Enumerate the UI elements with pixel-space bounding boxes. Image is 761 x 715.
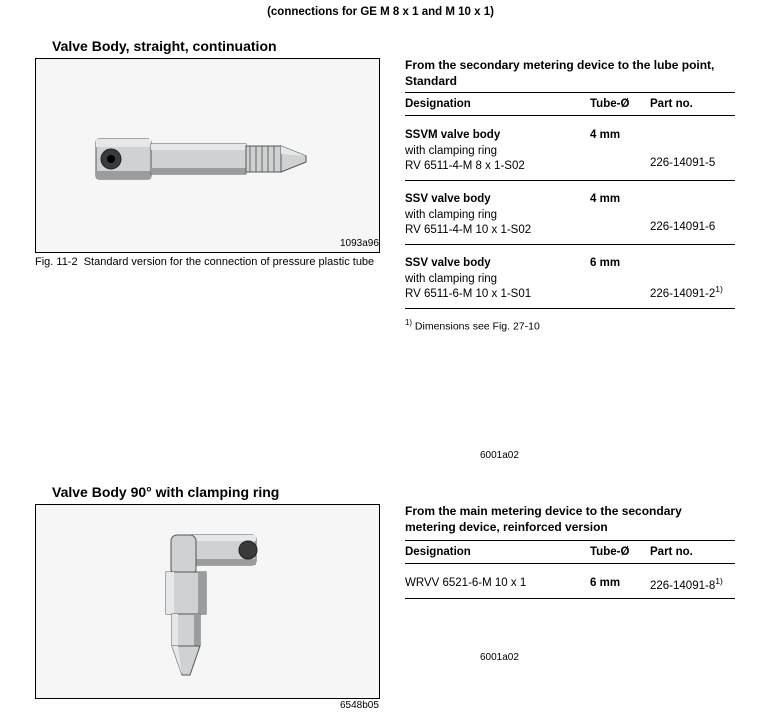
table1-footnote: 1) Dimensions see Fig. 27-10 xyxy=(405,318,540,333)
figure-2-code: 6548b05 xyxy=(340,700,379,711)
table1-row2-part: 226-14091-6 xyxy=(650,220,715,236)
table2-col3: Part no. xyxy=(650,540,735,564)
table1-div1 xyxy=(405,180,735,181)
table2-heading: From the main metering device to the sec… xyxy=(405,504,735,535)
table1-row1-designation: SSVM valve body with clamping ring RV 65… xyxy=(405,128,590,175)
table2-div1 xyxy=(405,598,735,599)
table1-row1-part: 226-14091-5 xyxy=(650,156,715,172)
figure-2-frame xyxy=(35,504,380,699)
row2-title: SSV valve body xyxy=(405,193,491,205)
row3-l3: RV 6511-6-M 10 x 1-S01 xyxy=(405,288,531,300)
figure-1-frame xyxy=(35,58,380,253)
table2-col1: Designation xyxy=(405,540,590,564)
table1-div2 xyxy=(405,244,735,245)
top-subtitle: (connections for GE M 8 x 1 and M 10 x 1… xyxy=(0,6,761,18)
row1-l2: with clamping ring xyxy=(405,145,497,157)
t2-row1-foot: 1) xyxy=(715,576,723,586)
figure-1-caption-text: Standard version for the connection of p… xyxy=(84,256,374,268)
t2-row1-part-num: 226-14091-8 xyxy=(650,580,715,592)
valve-straight-icon xyxy=(36,59,379,252)
table2-col2: Tube-Ø xyxy=(590,540,650,564)
table2-row1-designation: WRVV 6521-6-M 10 x 1 xyxy=(405,576,590,592)
section2-title: Valve Body 90° with clamping ring xyxy=(52,484,279,500)
figure-1-code: 1093a96 xyxy=(340,238,379,249)
table1-col1: Designation xyxy=(405,92,590,116)
row1-l3: RV 6511-4-M 8 x 1-S02 xyxy=(405,160,525,172)
table1-heading: From the secondary metering device to th… xyxy=(405,58,735,89)
table1-row3-tube: 6 mm xyxy=(590,256,620,272)
row3-foot: 1) xyxy=(715,284,723,294)
section1-title: Valve Body, straight, continuation xyxy=(52,38,277,54)
row1-title: SSVM valve body xyxy=(405,129,500,141)
valve-90-icon xyxy=(36,505,379,698)
table1-row1-tube: 4 mm xyxy=(590,128,620,144)
row3-l2: with clamping ring xyxy=(405,273,497,285)
table1-row2-tube: 4 mm xyxy=(590,192,620,208)
table2-row1-part: 226-14091-81) xyxy=(650,576,723,594)
row2-l3: RV 6511-4-M 10 x 1-S02 xyxy=(405,224,531,236)
table1-row3-part: 226-14091-21) xyxy=(650,284,723,302)
table2-row1-tube: 6 mm xyxy=(590,576,620,592)
table1-col3: Part no. xyxy=(650,92,735,116)
footnote-marker: 1) xyxy=(405,318,412,327)
table1-div3 xyxy=(405,308,735,309)
mid-code-2: 6001a02 xyxy=(480,652,519,663)
table1-row3-designation: SSV valve body with clamping ring RV 651… xyxy=(405,256,590,303)
row2-l2: with clamping ring xyxy=(405,209,497,221)
row3-part-num: 226-14091-2 xyxy=(650,288,715,300)
mid-code-1: 6001a02 xyxy=(480,450,519,461)
footnote-text: Dimensions see Fig. 27-10 xyxy=(415,321,540,333)
table1-col2: Tube-Ø xyxy=(590,92,650,116)
figure-1-caption-prefix: Fig. 11-2 xyxy=(35,256,78,268)
page-root: (connections for GE M 8 x 1 and M 10 x 1… xyxy=(0,0,761,715)
figure-1-caption: Fig. 11-2 Standard version for the conne… xyxy=(35,256,380,270)
row3-title: SSV valve body xyxy=(405,257,491,269)
table1-row2-designation: SSV valve body with clamping ring RV 651… xyxy=(405,192,590,239)
